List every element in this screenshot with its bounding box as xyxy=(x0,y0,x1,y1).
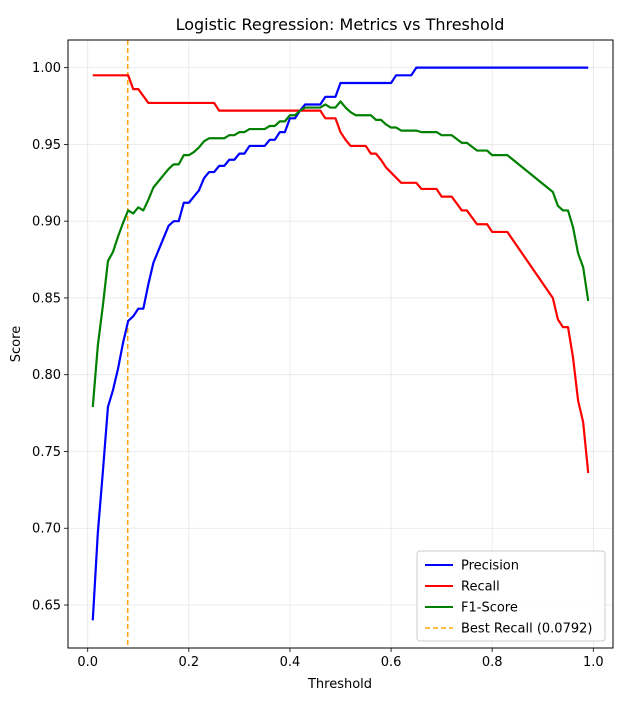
y-tick-label: 0.85 xyxy=(32,291,61,306)
x-tick-label: 0.4 xyxy=(280,655,301,670)
x-axis-ticks: 0.0 0.2 0.4 0.6 0.8 1.0 xyxy=(77,648,604,670)
x-tick-label: 1.0 xyxy=(583,655,604,670)
legend-label-best-recall: Best Recall (0.0792) xyxy=(461,622,592,637)
legend-label-recall: Recall xyxy=(461,580,500,595)
x-axis-label: Threshold xyxy=(307,677,372,692)
grid xyxy=(68,40,613,648)
x-tick-label: 0.8 xyxy=(482,655,503,670)
y-tick-label: 0.95 xyxy=(32,138,61,153)
x-tick-label: 0.6 xyxy=(381,655,402,670)
plot-frame xyxy=(67,39,614,649)
x-tick-label: 0.2 xyxy=(178,655,199,670)
series-line-recall xyxy=(92,74,590,474)
x-tick-label: 0.0 xyxy=(77,655,98,670)
y-tick-label: 0.90 xyxy=(32,215,61,230)
series-layer xyxy=(91,66,590,621)
legend-box xyxy=(416,550,606,642)
y-tick-label: 0.75 xyxy=(32,445,61,460)
series-line-f1-score xyxy=(91,100,590,408)
chart-title: Logistic Regression: Metrics vs Threshol… xyxy=(176,15,505,34)
legend-label-f1-score: F1-Score xyxy=(461,601,518,616)
y-axis-ticks: 0.65 0.70 0.75 0.80 0.85 0.90 0.95 1.00 xyxy=(32,61,68,614)
y-axis-label: Score xyxy=(9,326,24,362)
series-line-precision xyxy=(91,66,589,621)
y-tick-label: 0.65 xyxy=(32,599,61,614)
y-tick-label: 1.00 xyxy=(32,61,61,76)
legend: Precision Recall F1-Score Best Recall (0… xyxy=(416,550,606,642)
y-tick-label: 0.70 xyxy=(32,522,61,537)
y-tick-label: 0.80 xyxy=(32,368,61,383)
legend-label-precision: Precision xyxy=(461,559,519,574)
